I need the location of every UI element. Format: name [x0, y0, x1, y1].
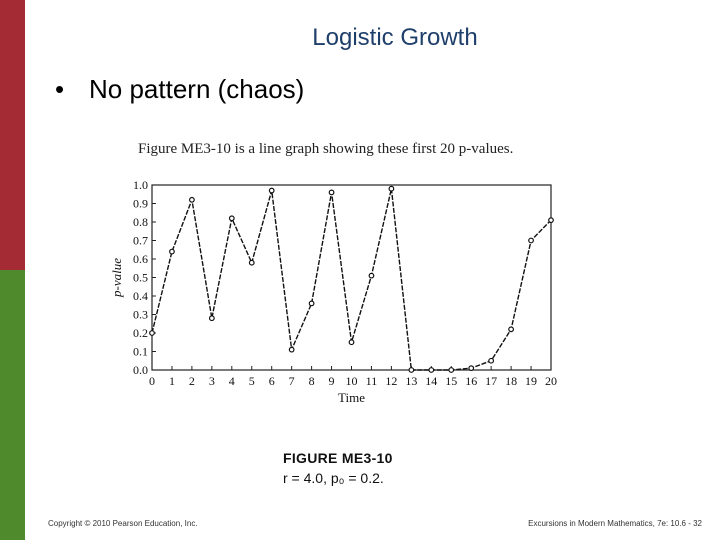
accent-bar-bottom [0, 270, 25, 540]
x-tick-label: 18 [505, 374, 517, 388]
y-tick-label: 0.4 [133, 289, 148, 303]
y-tick-label: 0.0 [133, 363, 148, 377]
data-point [388, 185, 395, 192]
data-point [308, 300, 315, 307]
x-tick-label: 1 [169, 374, 175, 388]
y-tick-label: 0.7 [133, 234, 148, 248]
data-point [408, 367, 415, 373]
x-tick-label: 17 [485, 374, 497, 388]
x-tick-label: 6 [269, 374, 275, 388]
data-point [448, 367, 455, 373]
x-tick-label: 10 [346, 374, 358, 388]
y-tick-label: 1.0 [133, 178, 148, 192]
data-point [328, 189, 335, 196]
figure-label: FIGURE ME3-10 [283, 450, 393, 466]
slide-title: Logistic Growth [312, 24, 478, 51]
data-point [368, 272, 375, 279]
y-axis-label: p-value [109, 258, 124, 298]
x-tick-label: 19 [525, 374, 537, 388]
x-tick-label: 0 [149, 374, 155, 388]
data-point [348, 339, 355, 346]
book-caption: Figure ME3-10 is a line graph showing th… [138, 141, 514, 157]
data-point [488, 357, 495, 364]
x-axis-label: Time [338, 390, 365, 405]
footer-copyright: Copyright © 2010 Pearson Education, Inc. [48, 519, 198, 528]
data-point [288, 346, 295, 353]
footer-citation: Excursions in Modern Mathematics, 7e: 10… [528, 519, 702, 528]
y-tick-label: 0.8 [133, 215, 148, 229]
x-tick-label: 5 [249, 374, 255, 388]
y-tick-label: 0.9 [133, 197, 148, 211]
data-point [508, 326, 515, 333]
y-tick-label: 0.2 [133, 326, 148, 340]
bullet-symbol: • [55, 74, 65, 104]
data-point [528, 237, 534, 244]
data-point [428, 367, 435, 373]
x-tick-label: 2 [189, 374, 195, 388]
x-tick-label: 15 [445, 374, 457, 388]
y-tick-label: 0.1 [133, 345, 148, 359]
data-point [208, 315, 215, 322]
data-point [468, 365, 475, 372]
y-tick-label: 0.3 [133, 308, 148, 322]
bullet-text: No pattern (chaos) [89, 74, 305, 104]
x-tick-label: 3 [209, 374, 215, 388]
x-tick-label: 8 [309, 374, 315, 388]
data-point [248, 259, 255, 266]
data-point [548, 217, 554, 224]
x-tick-label: 20 [545, 374, 557, 388]
accent-bar-top [0, 0, 25, 270]
x-tick-label: 11 [366, 374, 378, 388]
bullet-item: • No pattern (chaos) [55, 74, 304, 105]
figure-params: r = 4.0, p₀ = 0.2. [283, 470, 384, 486]
x-tick-label: 14 [425, 374, 437, 388]
data-point [149, 330, 155, 336]
y-tick-label: 0.5 [133, 271, 148, 285]
x-tick-label: 4 [229, 374, 235, 388]
x-tick-label: 7 [289, 374, 295, 388]
y-tick-label: 0.6 [133, 252, 148, 266]
data-point [268, 187, 275, 194]
x-tick-label: 16 [465, 374, 477, 388]
line-chart: 0.00.10.20.30.40.50.60.70.80.91.00 1 2 3 4 5 6… [109, 178, 557, 405]
data-point [188, 196, 195, 203]
data-point [228, 215, 235, 222]
x-tick-label: 13 [405, 374, 417, 388]
x-tick-label: 9 [329, 374, 335, 388]
data-point [169, 248, 175, 255]
x-tick-label: 12 [385, 374, 397, 388]
